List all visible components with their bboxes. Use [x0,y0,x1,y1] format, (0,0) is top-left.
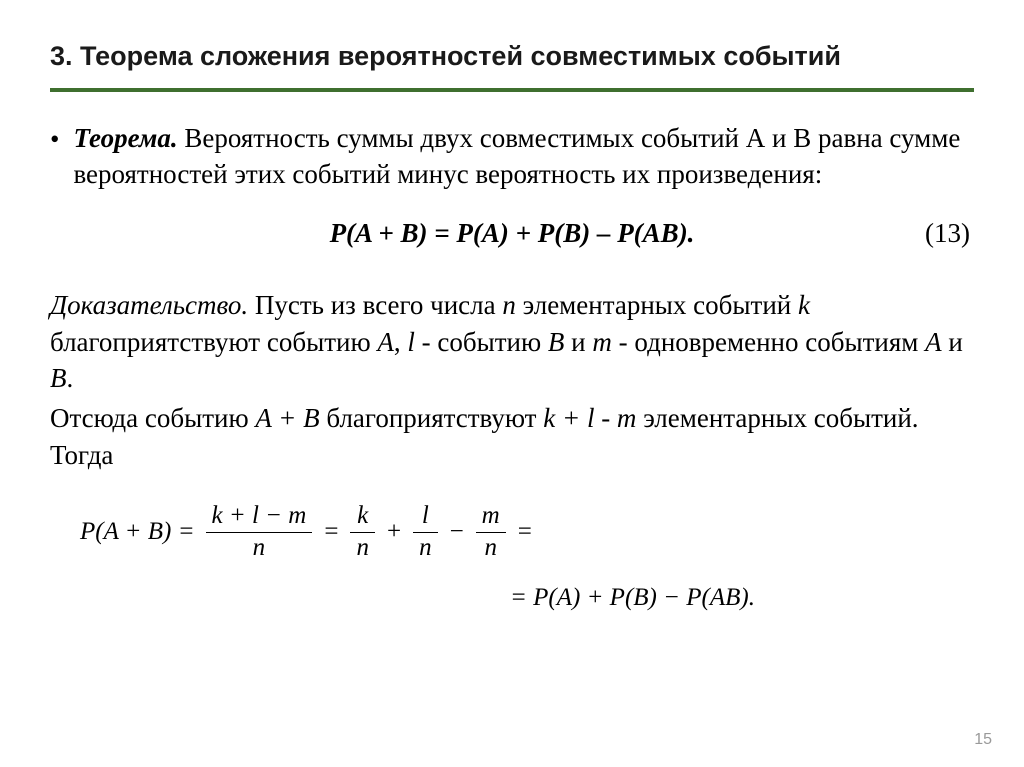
body-content: • Теорема. Вероятность суммы двух совмес… [50,120,974,615]
var-B2: B [50,363,67,393]
eq-frac-4: m n [476,503,506,561]
proof-text-and: и [942,327,963,357]
eq-frac-3-den: n [413,532,438,561]
eq-frac-4-den: n [476,532,506,561]
eq-frac-2: k n [350,503,375,561]
theorem-label: Теорема. [73,123,177,153]
proof-text-2c: - событию [415,327,548,357]
main-formula-row: P(A + B) = P(A) + P(B) – P(AB). (13) [50,215,974,251]
eq-frac-3: l n [413,503,438,561]
proof-paragraph-2: Отсюда событию A + B благоприятствуют k … [50,400,974,473]
var-klm: k + l - m [543,403,636,433]
proof-text-2a: благоприятствуют событию [50,327,377,357]
eq-frac-1-den: n [206,532,313,561]
eq-frac-1-num: k + l − m [206,503,313,531]
main-formula: P(A + B) = P(A) + P(B) – P(AB). [50,215,974,251]
proof-text-1a: Пусть из всего числа [248,290,502,320]
bullet-icon: • [50,120,59,157]
var-A2: A [925,327,942,357]
proof-label: Доказательство. [50,290,248,320]
slide: 3. Теорема сложения вероятностей совмест… [0,0,1024,767]
proof-paragraph-1: Доказательство. Пусть из всего числа n э… [50,287,974,396]
var-A: A [377,327,394,357]
proof-text-2e: - одновременно событиям [612,327,925,357]
eq-equals-1: = [179,515,193,549]
eq-lhs-text: P(A + B) [80,518,171,545]
heading-underline [50,88,974,92]
proof-text-2d: и [564,327,592,357]
theorem-text: Теорема. Вероятность суммы двух совмести… [73,120,974,193]
eq-frac-1: k + l − m n [206,503,313,561]
eq-lhs: P(A + B) [80,515,171,549]
eq-plus: + [387,515,401,549]
proof-text-3a: Отсюда событию [50,403,255,433]
eq-equals-2: = [324,515,338,549]
eq-tail: = P(A) + P(B) − P(AB). [510,581,755,615]
eq-equals-3: = [518,515,532,549]
theorem-body: Вероятность суммы двух совместимых событ… [73,123,960,189]
theorem-bullet: • Теорема. Вероятность суммы двух совмес… [50,120,974,193]
formula-number: (13) [925,215,970,251]
var-AplusB: A + B [255,403,319,433]
derivation-equation: P(A + B) = k + l − m n = k n + l n − m n… [80,503,974,614]
proof-text-2b: , [394,327,408,357]
proof-text-1b: элементарных событий [516,290,798,320]
var-B: B [548,327,565,357]
proof-text-3b: благоприятствуют [320,403,544,433]
var-l: l [407,327,415,357]
var-n: n [502,290,516,320]
page-number: 15 [974,731,992,749]
var-k: k [798,290,810,320]
var-m: m [592,327,612,357]
eq-frac-2-num: k [351,503,374,531]
eq-minus: − [450,515,464,549]
eq-frac-2-den: n [350,532,375,561]
section-heading: 3. Теорема сложения вероятностей совмест… [50,40,974,74]
proof-text-period: . [67,363,74,393]
eq-frac-3-num: l [416,503,435,531]
eq-frac-4-num: m [476,503,506,531]
